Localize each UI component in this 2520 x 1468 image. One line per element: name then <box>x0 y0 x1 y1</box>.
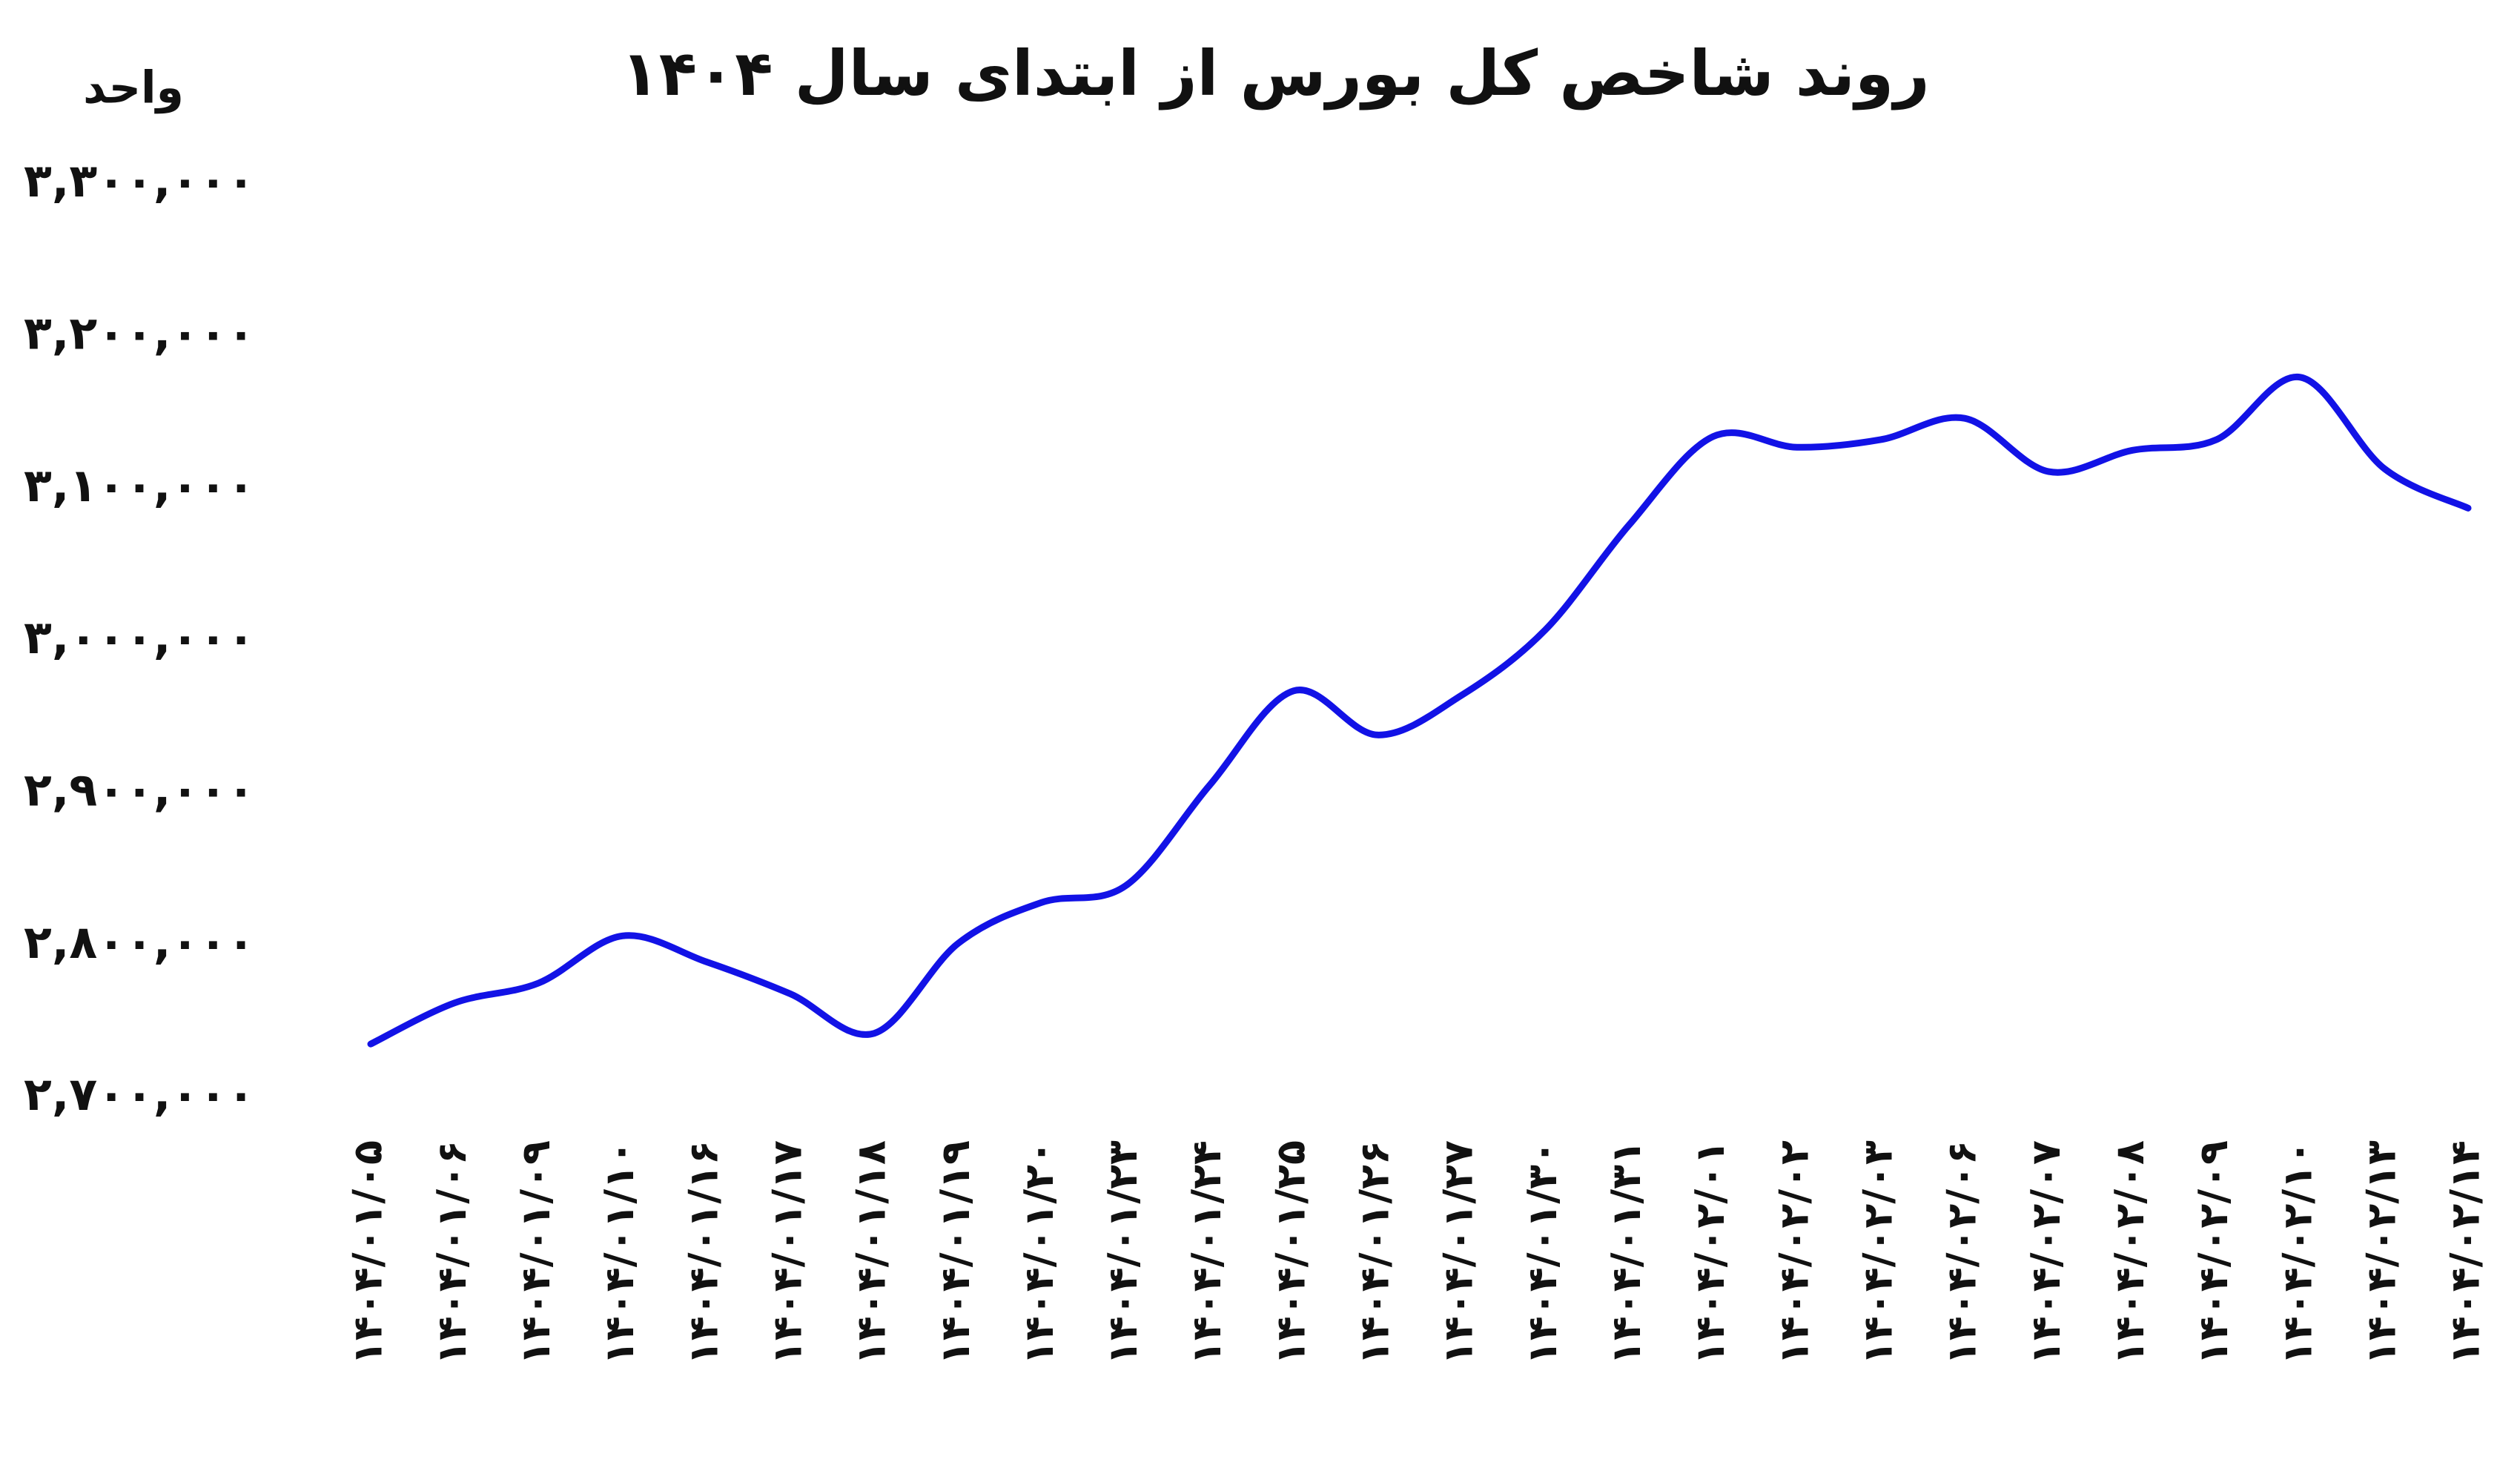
x-tick-label: ۱۴۰۴/۰۱/۳۱ <box>1603 1140 1650 1365</box>
x-tick-label: ۱۴۰۴/۰۲/۱۰ <box>2274 1140 2321 1365</box>
x-tick-label: ۱۴۰۴/۰۱/۰۶ <box>429 1140 475 1365</box>
y-tick-label: ۲,۷۰۰,۰۰۰ <box>24 1067 255 1121</box>
y-tick-label: ۳,۳۰۰,۰۰۰ <box>24 153 255 208</box>
data-line <box>367 374 2472 1048</box>
x-tick-label: ۱۴۰۴/۰۲/۰۶ <box>1939 1140 1985 1365</box>
chart-title: روند شاخص کل بورس از ابتدای سال ۱۴۰۴ <box>621 37 1929 110</box>
x-tick-label: ۱۴۰۴/۰۱/۱۶ <box>680 1140 727 1365</box>
y-tick-label: ۳,۲۰۰,۰۰۰ <box>24 305 255 360</box>
x-tick-label: ۱۴۰۴/۰۱/۱۷ <box>764 1140 810 1365</box>
x-tick-label: ۱۴۰۴/۰۱/۱۸ <box>848 1140 895 1365</box>
x-tick-label: ۱۴۰۴/۰۱/۲۷ <box>1435 1140 1482 1365</box>
x-tick-label: ۱۴۰۴/۰۱/۲۰ <box>1016 1140 1062 1365</box>
y-tick-label: ۲,۸۰۰,۰۰۰ <box>24 915 255 969</box>
y-tick-label: ۲,۹۰۰,۰۰۰ <box>24 762 255 816</box>
x-tick-label: ۱۴۰۴/۰۱/۲۵ <box>1267 1140 1314 1365</box>
x-tick-label: ۱۴۰۴/۰۲/۰۸ <box>2106 1140 2153 1365</box>
x-tick-label: ۱۴۰۴/۰۲/۰۷ <box>2023 1140 2069 1365</box>
x-tick-label: ۱۴۰۴/۰۱/۲۶ <box>1352 1140 1398 1365</box>
y-tick-label: ۳,۱۰۰,۰۰۰ <box>24 458 255 512</box>
x-tick-label: ۱۴۰۴/۰۱/۱۰ <box>596 1140 643 1365</box>
x-tick-label: ۱۴۰۴/۰۲/۱۳ <box>2358 1140 2404 1365</box>
x-tick-label: ۱۴۰۴/۰۲/۰۱ <box>1687 1140 1733 1365</box>
x-tick-label: ۱۴۰۴/۰۱/۲۴ <box>1183 1140 1230 1365</box>
x-tick-label: ۱۴۰۴/۰۱/۱۹ <box>932 1140 979 1365</box>
x-tick-label: ۱۴۰۴/۰۱/۳۰ <box>1519 1140 1566 1365</box>
y-tick-label: ۳,۰۰۰,۰۰۰ <box>24 610 255 664</box>
x-tick-label: ۱۴۰۴/۰۲/۰۹ <box>2190 1140 2237 1365</box>
x-tick-label: ۱۴۰۴/۰۱/۰۵ <box>345 1140 391 1365</box>
y-axis-label: واحد <box>83 62 184 114</box>
x-tick-label: ۱۴۰۴/۰۲/۱۴ <box>2442 1140 2489 1365</box>
x-tick-label: ۱۴۰۴/۰۱/۰۹ <box>512 1140 559 1365</box>
x-tick-label: ۱۴۰۴/۰۲/۰۳ <box>1855 1140 1902 1365</box>
x-tick-label: ۱۴۰۴/۰۲/۰۲ <box>1770 1140 1817 1365</box>
x-tick-label: ۱۴۰۴/۰۱/۲۳ <box>1099 1140 1146 1365</box>
